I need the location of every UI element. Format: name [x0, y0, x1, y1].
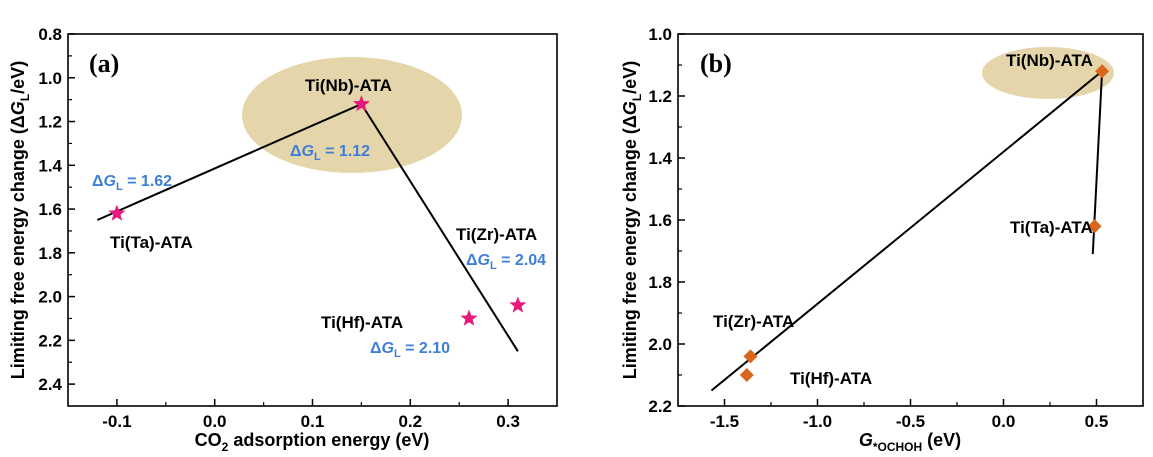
- x-axis-label-b: G*OCHOH (eV): [859, 430, 961, 454]
- y-tick-label-b: 1.6: [648, 211, 672, 230]
- y-axis-label-b: Limiting free energy change (ΔGL/eV): [620, 61, 644, 379]
- y-tick-label-b: 1.8: [648, 273, 672, 292]
- dg-annotation-zr: ΔGL = 2.04: [466, 252, 546, 272]
- point-label-hf-b: Ti(Hf)-ATA: [790, 369, 872, 388]
- x-tick-label-a: 0.0: [203, 412, 227, 431]
- data-point-ti-nb-ata-a: [352, 95, 370, 112]
- dg-annotation-nb: ΔGL = 1.12: [290, 143, 370, 163]
- y-tick-label-b: 1.0: [648, 25, 672, 44]
- data-point-ti-zr-ata-b: [743, 349, 758, 364]
- y-tick-label-a: 0.8: [38, 25, 62, 44]
- axis-ticks-a: -0.1 0.0 0.1 0.2 0.3 0.8 1.0 1.2 1.4 1.6 1.8 2.0 2.2…: [38, 25, 520, 431]
- data-point-ti-ta-ata-b: [1087, 219, 1102, 234]
- volcano-line-b-0: [710, 70, 1103, 392]
- point-label-zr-b: Ti(Zr)-ATA: [713, 312, 794, 331]
- volcano-line-a-1: [360, 103, 519, 352]
- y-tick-label-a: 1.0: [38, 69, 62, 88]
- x-tick-label-a: -0.1: [102, 412, 131, 431]
- x-tick-label-b: -0.5: [896, 412, 925, 431]
- dg-annotation-hf: ΔGL = 2.10: [370, 340, 450, 360]
- x-tick-label-a: 0.3: [496, 412, 520, 431]
- y-tick-label-a: 2.0: [38, 288, 62, 307]
- y-tick-label-a: 1.6: [38, 200, 62, 219]
- data-point-ti-nb-ata-b: [1095, 64, 1110, 79]
- point-label-ta-b: Ti(Ta)-ATA: [1010, 218, 1093, 237]
- y-axis-label-a: Limiting free energy change (ΔGL/eV): [8, 61, 32, 379]
- y-tick-label-b: 1.2: [648, 87, 672, 106]
- data-point-ti-ta-ata-a: [108, 204, 126, 221]
- point-label-zr-a: Ti(Zr)-ATA: [456, 225, 537, 244]
- y-tick-label-a: 1.2: [38, 113, 62, 132]
- data-points-b: [739, 64, 1110, 382]
- point-label-hf-a: Ti(Hf)-ATA: [321, 313, 403, 332]
- panel-a: -0.1 0.0 0.1 0.2 0.3 0.8 1.0 1.2 1.4 1.6 1.8 2.0 2.2…: [8, 25, 558, 454]
- y-tick-label-b: 1.4: [648, 149, 672, 168]
- y-tick-label-b: 2.0: [648, 335, 672, 354]
- x-axis-label-a: CO2 adsorption energy (eV): [195, 430, 430, 454]
- dg-annotation-ta: ΔGL = 1.62: [92, 173, 172, 193]
- volcano-line-a-0: [96, 103, 362, 221]
- y-tick-label-a: 2.2: [38, 331, 62, 350]
- volcano-lines-a: [96, 103, 519, 352]
- x-tick-label-a: 0.1: [301, 412, 325, 431]
- panel-label-a: (a): [89, 49, 119, 78]
- point-label-ta-a: Ti(Ta)-ATA: [110, 233, 193, 252]
- x-tick-label-b: -1.5: [710, 412, 739, 431]
- y-tick-label-b: 2.2: [648, 397, 672, 416]
- panel-b: -1.5 -1.0 -0.5 0.0 0.51.01.21.41.61.82.02.2 …: [620, 25, 1144, 454]
- data-point-ti-hf-ata-a: [460, 309, 478, 326]
- data-point-ti-hf-ata-b: [739, 368, 754, 382]
- axis-ticks-b: -1.5 -1.0 -0.5 0.0 0.5 1.0 1.2 1.4 1.6 1.8 2.0 2.2: [648, 25, 1108, 431]
- x-tick-label-b: 0.5: [1085, 412, 1109, 431]
- x-tick-label-b: -1.0: [803, 412, 832, 431]
- highlight-ellipse-nb: [242, 57, 462, 173]
- x-tick-label-b: 0.0: [992, 412, 1016, 431]
- point-label-nb-a: Ti(Nb)-ATA: [305, 76, 392, 95]
- x-tick-label-a: 0.2: [398, 412, 422, 431]
- point-label-nb-b: Ti(Nb)-ATA: [1006, 51, 1093, 70]
- data-point-ti-zr-ata-a: [509, 296, 527, 313]
- panel-label-b: (b): [700, 49, 732, 78]
- highlight-ellipse-nb-b: [982, 47, 1114, 99]
- y-tick-label-a: 2.4: [38, 375, 62, 394]
- y-tick-label-a: 1.4: [38, 156, 62, 175]
- data-points-a: [108, 95, 527, 326]
- y-tick-label-a: 1.8: [38, 244, 62, 263]
